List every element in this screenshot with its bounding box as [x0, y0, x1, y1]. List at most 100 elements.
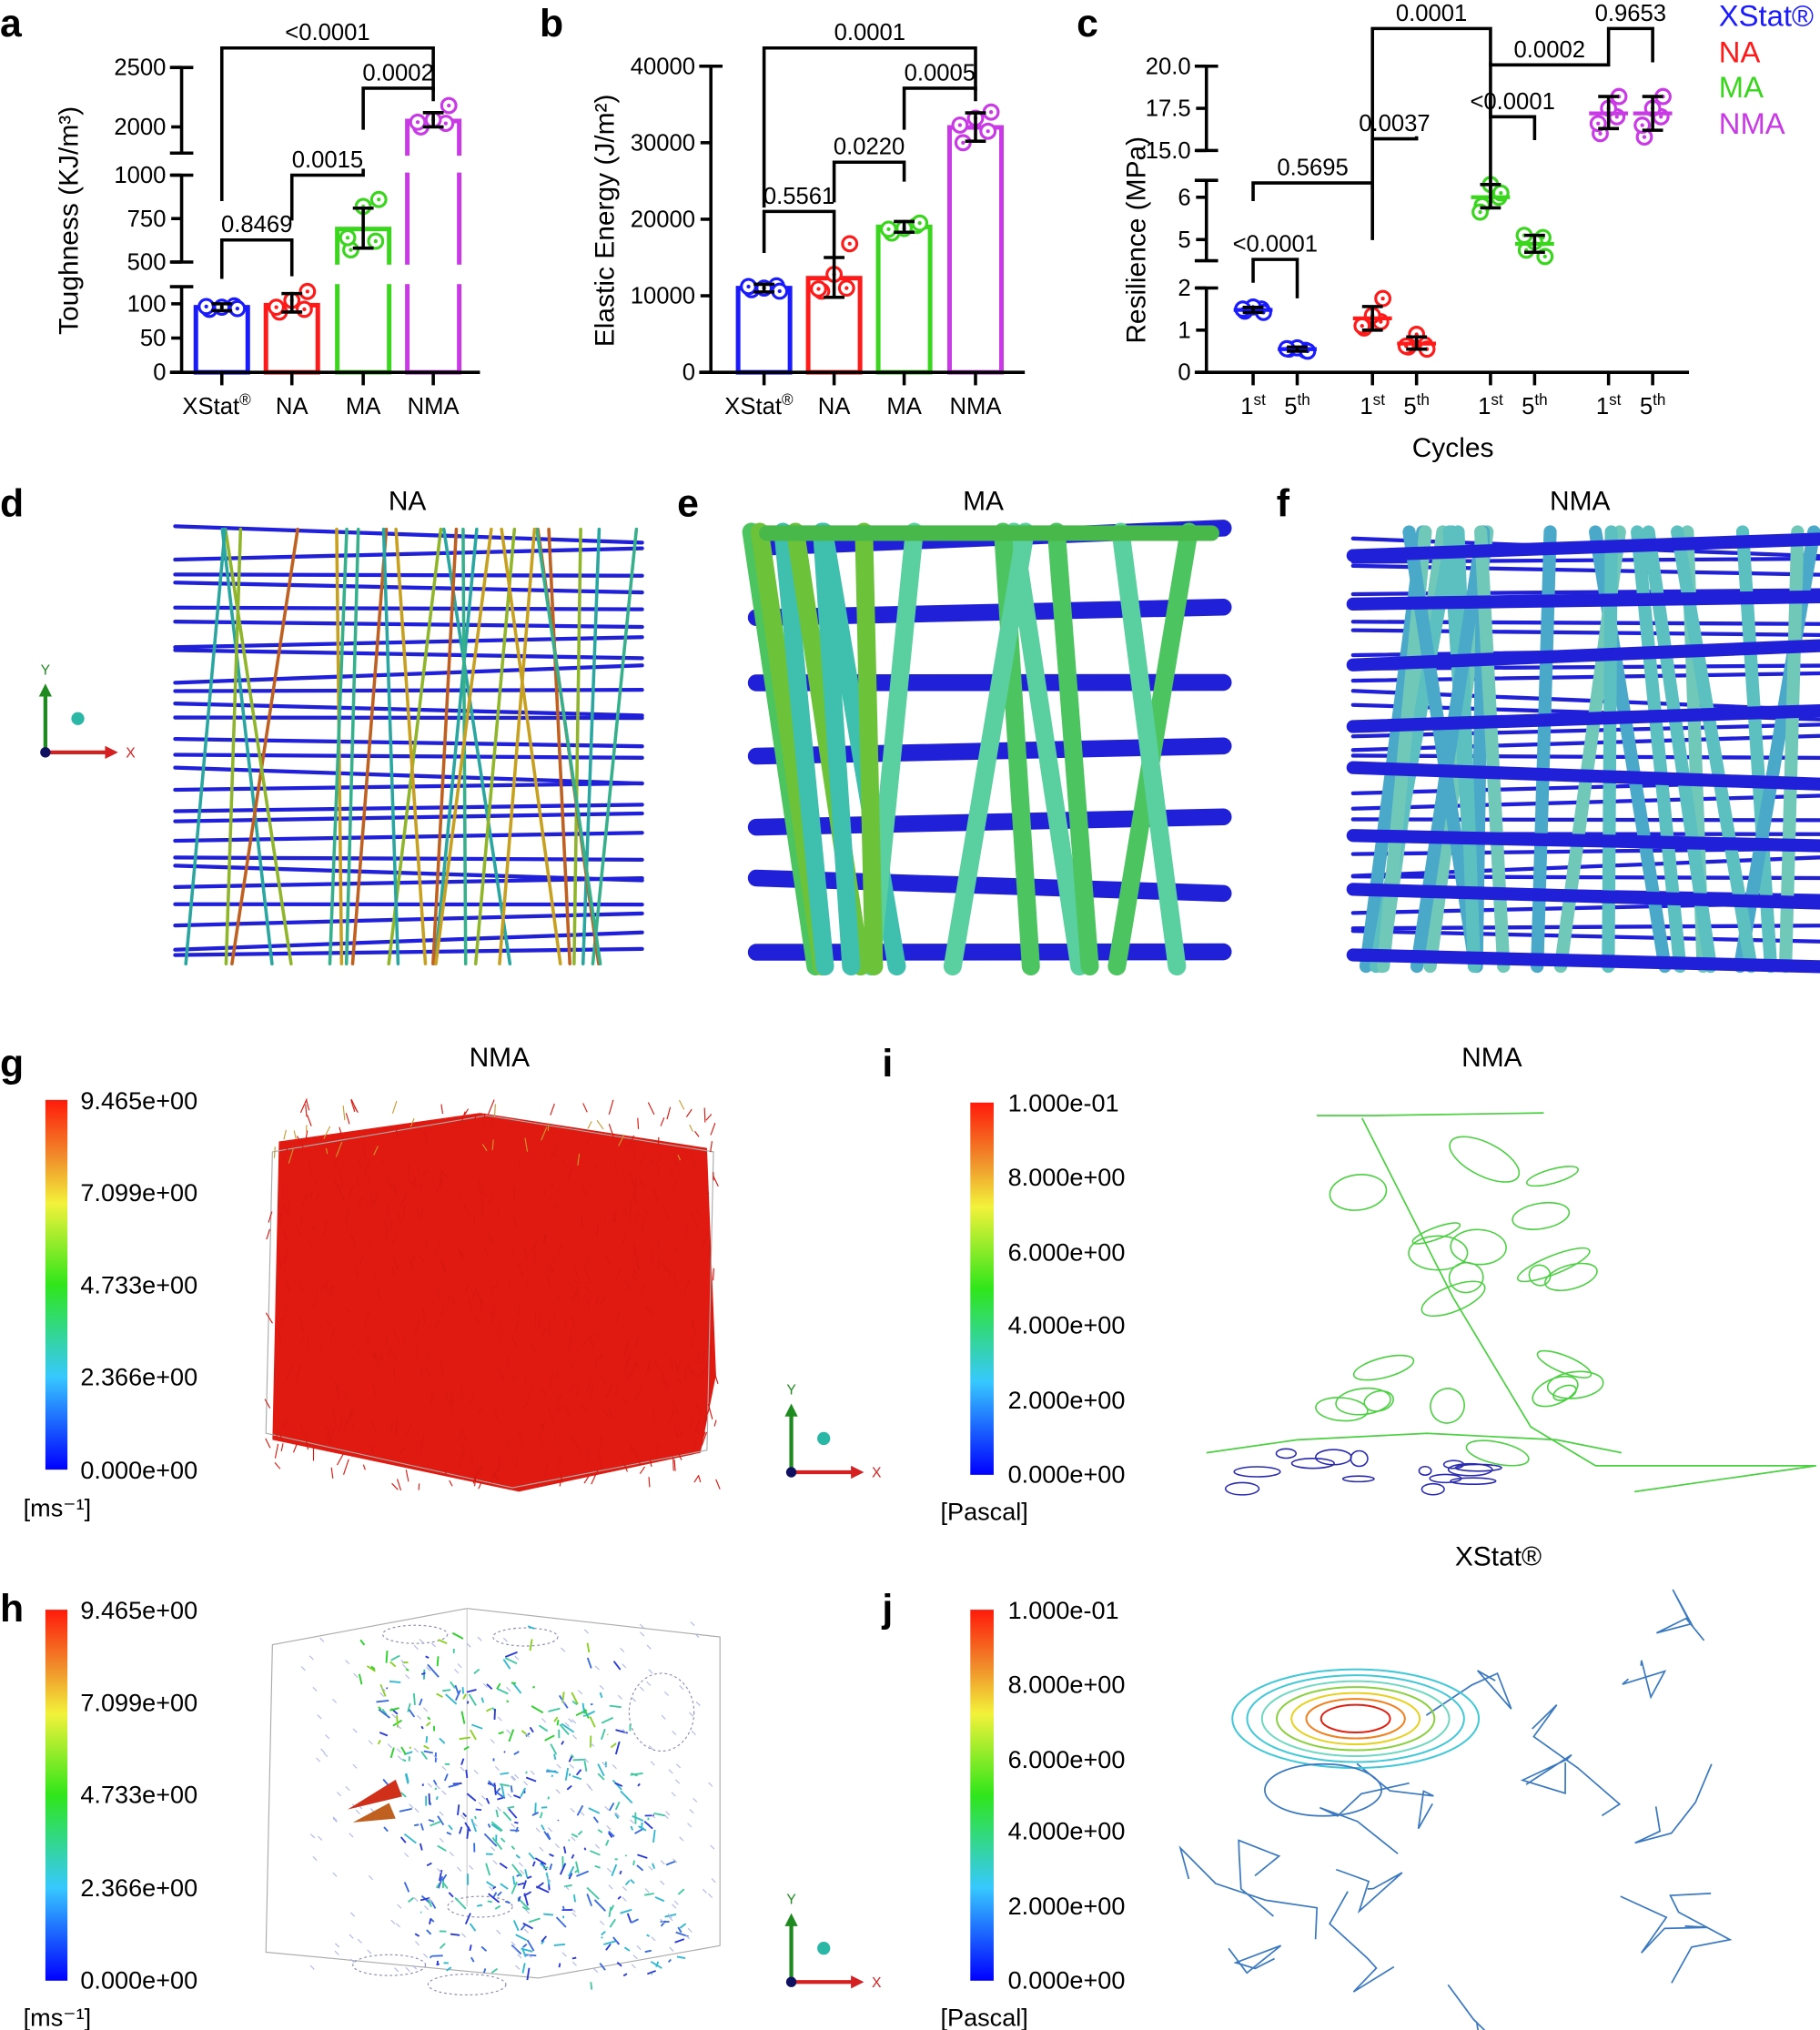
velocity-vector — [459, 1736, 471, 1741]
contour-line — [1544, 1262, 1598, 1291]
velocity-vector — [662, 1377, 671, 1389]
velocity-vector — [471, 1723, 483, 1730]
velocity-vector — [643, 1893, 654, 1896]
velocity-vector — [512, 1920, 520, 1932]
velocity-vector — [439, 1869, 443, 1882]
velocity-vector — [585, 1136, 592, 1146]
chart-elastic-energy: 0 10000 20000 30000 40000 Elastic Energy (J/m… — [590, 20, 1026, 419]
title-g: NMA — [470, 1043, 531, 1073]
velocity-vector — [541, 1940, 545, 1945]
velocity-vector — [571, 1775, 582, 1781]
velocity-vector — [543, 1462, 549, 1479]
velocity-vector — [698, 1476, 702, 1483]
velocity-vector — [675, 1447, 682, 1460]
velocity-vector — [616, 1961, 622, 1967]
velocity-vector — [426, 1929, 432, 1935]
velocity-vector — [268, 1211, 273, 1223]
velocity-vector — [399, 1807, 412, 1813]
velocity-vector — [571, 1961, 577, 1966]
fiber-vertical — [394, 527, 428, 965]
velocity-vector — [339, 1170, 344, 1186]
velocity-vector — [549, 1261, 555, 1277]
velocity-vector — [493, 1305, 496, 1318]
velocity-vector — [355, 1809, 360, 1814]
contour-line — [1275, 1448, 1298, 1459]
velocity-vector — [304, 1435, 309, 1450]
velocity-vector — [392, 1367, 397, 1382]
velocity-vector — [441, 1881, 449, 1890]
velocity-vector — [448, 1824, 453, 1831]
x-tick-label: 1st — [1360, 391, 1385, 419]
velocity-vector — [470, 1956, 475, 1963]
velocity-vector — [329, 1328, 335, 1344]
velocity-vector — [561, 1159, 568, 1168]
velocity-vector — [685, 1934, 691, 1940]
velocity-vector — [408, 1178, 415, 1187]
velocity-vector — [571, 1700, 578, 1706]
velocity-vector — [549, 1853, 554, 1857]
velocity-vector — [515, 1854, 521, 1859]
contour-line — [1316, 1112, 1544, 1116]
velocity-vector — [614, 1267, 622, 1282]
velocity-vector — [521, 1905, 529, 1911]
velocity-vector — [600, 1376, 606, 1385]
velocity-vector — [569, 1383, 575, 1394]
velocity-vector — [587, 1299, 590, 1315]
velocity-vector — [432, 1779, 438, 1786]
velocity-vector — [309, 1833, 316, 1839]
velocity-vector — [492, 1885, 497, 1890]
p-value-label: <0.0001 — [285, 20, 369, 45]
velocity-vector — [454, 1668, 460, 1674]
velocity-vector — [404, 1853, 410, 1858]
velocity-vector — [646, 1644, 652, 1650]
velocity-vector — [531, 1861, 536, 1867]
velocity-vector — [605, 1255, 612, 1267]
velocity-vector — [702, 1888, 707, 1894]
velocity-vector — [617, 1895, 622, 1900]
velocity-vector — [377, 1286, 382, 1299]
fiber-vertical — [381, 527, 400, 965]
velocity-vector — [572, 1278, 580, 1285]
velocity-vector — [299, 1423, 304, 1432]
velocity-vector — [405, 1668, 410, 1671]
velocity-vector — [557, 1819, 560, 1822]
velocity-vector — [652, 1863, 656, 1870]
colorbar-label: 4.000e+00 — [1008, 1310, 1126, 1338]
velocity-vector — [497, 1716, 502, 1722]
velocity-vector — [332, 1872, 338, 1877]
velocity-vector — [433, 1754, 439, 1760]
velocity-vector — [367, 1949, 372, 1954]
velocity-vector — [309, 1964, 315, 1970]
velocity-vector — [692, 1156, 697, 1170]
velocity-vector — [584, 1286, 592, 1295]
velocity-vector — [410, 1255, 416, 1271]
velocity-vector — [529, 1726, 534, 1733]
velocity-vector — [420, 1751, 428, 1760]
velocity-vector — [387, 1743, 392, 1749]
velocity-vector — [277, 1328, 282, 1343]
velocity-vector — [414, 1823, 420, 1827]
velocity-vector — [445, 1693, 458, 1705]
velocity-vector — [391, 1234, 397, 1246]
velocity-vector — [605, 1943, 612, 1951]
velocity-vector — [693, 1797, 698, 1803]
velocity-vector — [639, 1623, 644, 1629]
velocity-vector — [506, 1700, 510, 1703]
velocity-vector — [490, 1846, 496, 1852]
velocity-vector — [517, 1954, 522, 1959]
velocity-vector — [374, 1274, 377, 1280]
velocity-vector — [651, 1936, 656, 1942]
velocity-vector — [590, 1742, 595, 1747]
velocity-vector — [486, 1881, 495, 1888]
significance-bracket — [361, 86, 435, 130]
contour-line — [1425, 1670, 1512, 1716]
velocity-vector — [550, 1151, 557, 1158]
p-value-label: 0.0001 — [1396, 1, 1467, 26]
velocity-vector — [389, 1154, 394, 1164]
x-tick-label: 5th — [1284, 391, 1310, 419]
velocity-vector — [606, 1404, 614, 1420]
velocity-vector — [586, 1783, 592, 1789]
velocity-vector — [348, 1185, 355, 1199]
fiber-vertical — [581, 527, 602, 965]
inlet-outline — [352, 1954, 427, 1976]
